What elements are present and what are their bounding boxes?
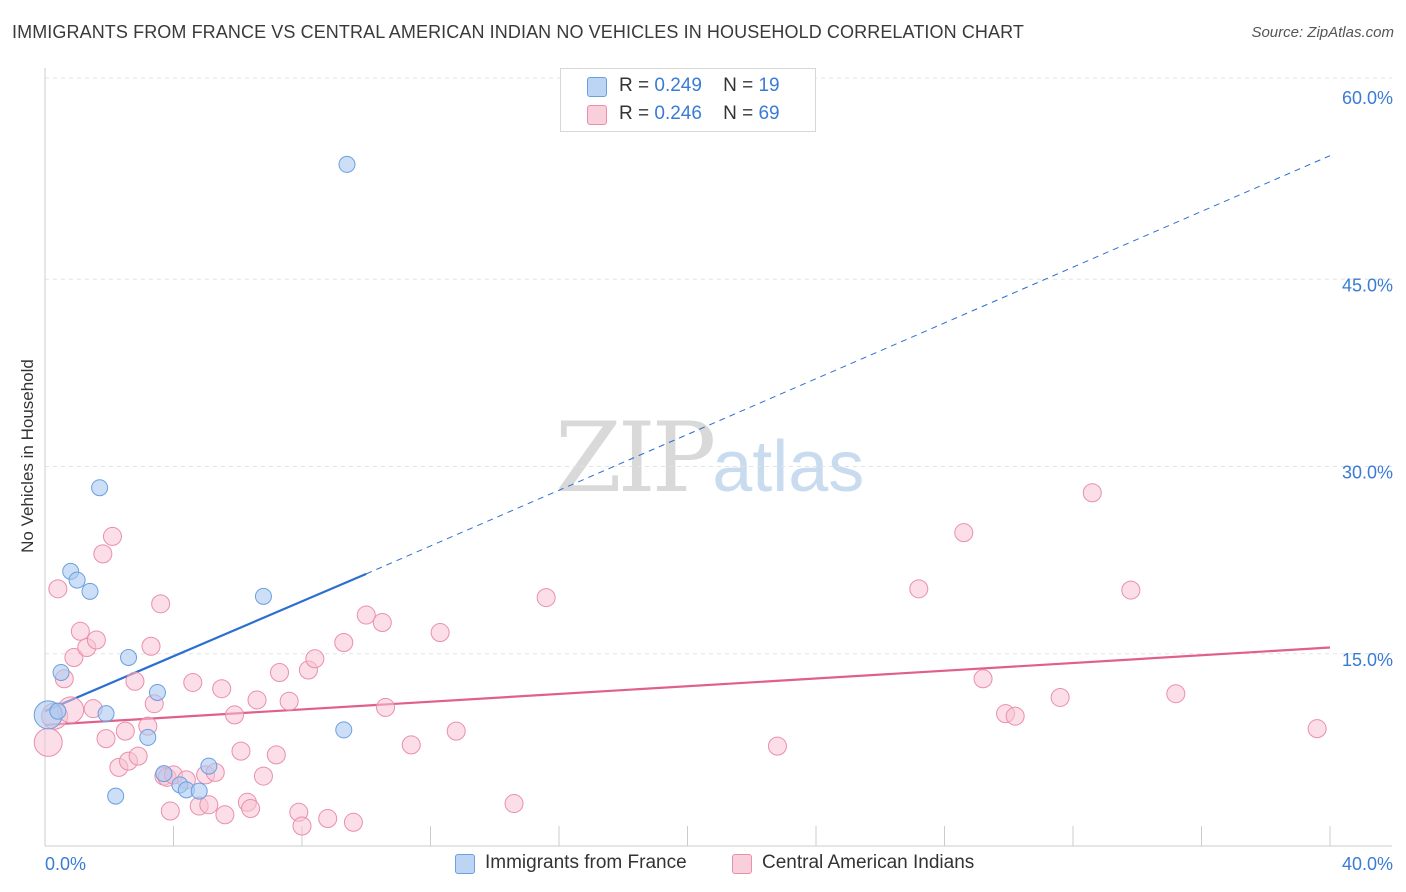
data-point-central-american [1121, 580, 1141, 600]
bottom-legend-label-france: Immigrants from France [485, 852, 687, 873]
data-point-france [148, 683, 166, 701]
data-point-central-american [1005, 706, 1025, 726]
data-point-central-american [231, 741, 251, 761]
legend-r-label: R = [619, 103, 650, 124]
data-point-central-american [215, 805, 235, 825]
legend-n-value-central-american: 69 [758, 103, 780, 124]
legend-r-value-central-american: 0.246 [654, 103, 702, 124]
data-point-france [155, 765, 173, 783]
data-point-central-american [973, 669, 993, 689]
data-point-france [107, 787, 125, 805]
data-point-france [91, 479, 109, 497]
trend-line-france [44, 572, 367, 713]
data-point-france [254, 587, 272, 605]
bottom-legend-label-central-american: Central American Indians [762, 852, 975, 873]
data-point-central-american [292, 816, 312, 836]
data-point-central-american [241, 799, 261, 819]
data-point-central-american [1082, 483, 1102, 503]
trend-line-france-extrapolated [366, 155, 1331, 575]
y-axis-label: No Vehicles in Household [18, 359, 37, 553]
legend-r-value-france: 0.249 [654, 75, 702, 96]
data-point-central-american [909, 579, 929, 599]
data-point-central-american [253, 766, 273, 786]
y-tick-label: 60.0% [1342, 88, 1393, 108]
legend-n-label: N = [723, 75, 754, 96]
legend-swatch-france [587, 77, 607, 97]
data-point-central-american [318, 809, 338, 829]
data-point-central-american [225, 705, 245, 725]
data-point-central-american [86, 630, 106, 650]
data-point-central-american [305, 649, 325, 669]
data-point-france [338, 155, 356, 173]
data-point-france [139, 728, 157, 746]
legend-text-central-american: R = 0.246 N = 69 [619, 103, 780, 125]
y-tick-label: 15.0% [1342, 650, 1393, 670]
data-point-central-american [70, 621, 90, 641]
data-point-central-american [954, 523, 974, 543]
data-point-central-american [160, 801, 180, 821]
x-tick-label: 0.0% [45, 854, 86, 874]
data-point-central-american [372, 613, 392, 633]
data-point-central-american [266, 745, 286, 765]
data-point-central-american [128, 746, 148, 766]
data-point-central-american [430, 623, 450, 643]
data-point-central-american [504, 794, 524, 814]
data-point-central-american [48, 579, 68, 599]
data-point-central-american [536, 588, 556, 608]
data-point-france [335, 721, 353, 739]
data-point-central-american [247, 690, 267, 710]
data-point-france [97, 705, 115, 723]
data-point-central-american [334, 633, 354, 653]
y-tick-label: 45.0% [1342, 275, 1393, 295]
data-point-central-american [183, 672, 203, 692]
data-point-central-american [212, 679, 232, 699]
data-point-central-american [343, 812, 363, 832]
data-point-france [200, 757, 218, 775]
legend-text-france: R = 0.249 N = 19 [619, 75, 780, 97]
data-point-central-american [125, 671, 145, 691]
correlation-legend: R = 0.249 N = 19 R = 0.246 N = 69 [560, 68, 816, 132]
data-point-central-american [64, 648, 84, 668]
data-point-central-american [33, 727, 63, 757]
trend-line-central-american [44, 646, 1331, 727]
data-point-france [52, 663, 70, 681]
data-point-central-american [1307, 719, 1327, 739]
data-point-central-american [376, 697, 396, 717]
data-point-central-american [356, 605, 376, 625]
data-point-central-american [1166, 684, 1186, 704]
data-point-central-american [102, 526, 122, 546]
watermark-zip: ZIP [555, 402, 716, 514]
data-point-central-american [199, 795, 219, 815]
chart-source: Source: ZipAtlas.com [1251, 24, 1394, 41]
data-point-central-american [767, 736, 787, 756]
data-point-central-american [151, 594, 171, 614]
x-tick-label: 40.0% [1342, 854, 1393, 874]
data-point-france [68, 571, 86, 589]
legend-r-label: R = [619, 75, 650, 96]
chart-title: IMMIGRANTS FROM FRANCE VS CENTRAL AMERIC… [12, 22, 1024, 42]
legend-swatch-central-american [587, 105, 607, 125]
data-point-france [81, 582, 99, 600]
data-point-central-american [115, 721, 135, 741]
bottom-legend-swatch-france [455, 854, 475, 874]
data-point-france [120, 649, 138, 667]
data-point-france [49, 702, 67, 720]
data-point-central-american [446, 721, 466, 741]
data-point-central-american [401, 735, 421, 755]
legend-n-value-france: 19 [758, 75, 780, 96]
data-point-central-american [141, 636, 161, 656]
data-point-central-american [270, 662, 290, 682]
data-point-central-american [96, 729, 116, 749]
data-point-central-american [1050, 687, 1070, 707]
bottom-legend-swatch-central-american [732, 854, 752, 874]
data-point-central-american [93, 544, 113, 564]
y-tick-label: 30.0% [1342, 463, 1393, 483]
data-point-france [190, 782, 208, 800]
legend-n-label: N = [723, 103, 754, 124]
data-point-central-american [279, 691, 299, 711]
